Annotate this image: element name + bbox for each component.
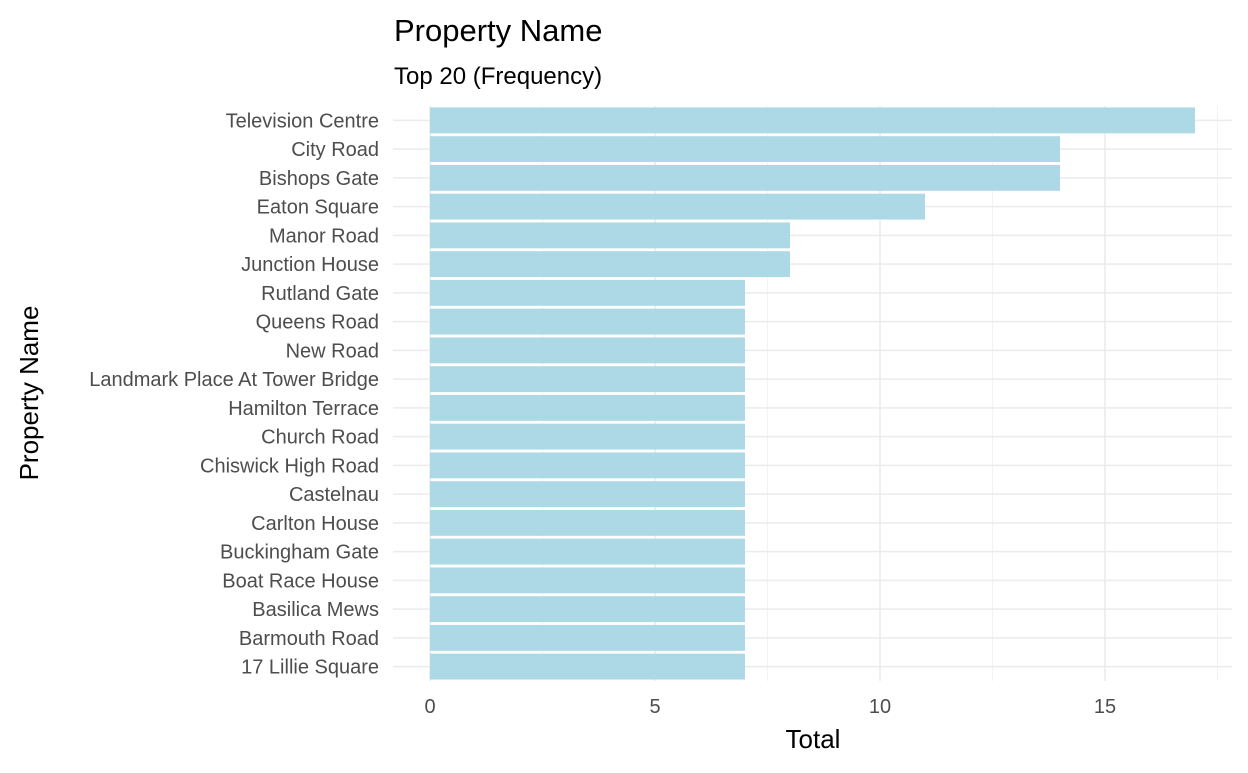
y-tick-label: Bishops Gate (259, 168, 379, 190)
y-tick-label: Church Road (261, 427, 379, 449)
y-tick-label: 17 Lillie Square (241, 657, 379, 679)
chart-title: Property Name (394, 13, 602, 48)
y-tick-label: Castelnau (289, 484, 379, 506)
y-tick-label: Hamilton Terrace (228, 398, 379, 420)
x-tick-label: 10 (869, 696, 891, 718)
y-tick-label: Landmark Place At Tower Bridge (89, 369, 379, 391)
bar (430, 481, 745, 508)
y-tick-label: Carlton House (251, 513, 379, 535)
y-tick-label: Buckingham Gate (220, 542, 379, 564)
x-axis-title: Total (786, 724, 841, 754)
x-tick-label: 15 (1094, 696, 1116, 718)
x-tick-label: 0 (424, 696, 435, 718)
x-axis-tick-labels: 0 5 10 15 (424, 696, 1116, 718)
bar (430, 538, 745, 565)
bars (430, 107, 1195, 680)
y-tick-label: Manor Road (269, 225, 379, 247)
y-tick-label: Basilica Mews (252, 599, 379, 621)
bar (430, 452, 745, 479)
bar (430, 567, 745, 594)
x-tick-label: 5 (649, 696, 660, 718)
y-axis-title: Property Name (14, 306, 44, 481)
gridlines (393, 106, 1232, 681)
bar (430, 222, 790, 249)
y-tick-label: Boat Race House (222, 570, 379, 592)
bar (430, 193, 925, 220)
y-tick-label: Rutland Gate (261, 283, 379, 305)
bar (430, 107, 1195, 134)
bar (430, 279, 745, 306)
y-tick-label: Eaton Square (257, 197, 379, 219)
y-tick-label: Junction House (241, 254, 379, 276)
bar (430, 509, 745, 536)
y-tick-label: Television Centre (226, 110, 379, 132)
bar (430, 337, 745, 364)
y-tick-label: New Road (286, 340, 379, 362)
bar (430, 308, 745, 335)
bar (430, 394, 745, 421)
y-tick-label: City Road (291, 139, 379, 161)
y-axis-tick-labels: Television Centre City Road Bishops Gate Ea… (89, 110, 379, 678)
y-tick-label: Queens Road (256, 312, 379, 334)
bar (430, 251, 790, 278)
bar (430, 423, 745, 450)
bar (430, 366, 745, 393)
bar (430, 136, 1060, 163)
bar (430, 624, 745, 651)
bar (430, 653, 745, 680)
y-tick-label: Barmouth Road (239, 628, 379, 650)
y-tick-label: Chiswick High Road (200, 455, 379, 477)
bar (430, 596, 745, 623)
bar (430, 164, 1060, 191)
chart-subtitle: Top 20 (Frequency) (394, 63, 602, 90)
